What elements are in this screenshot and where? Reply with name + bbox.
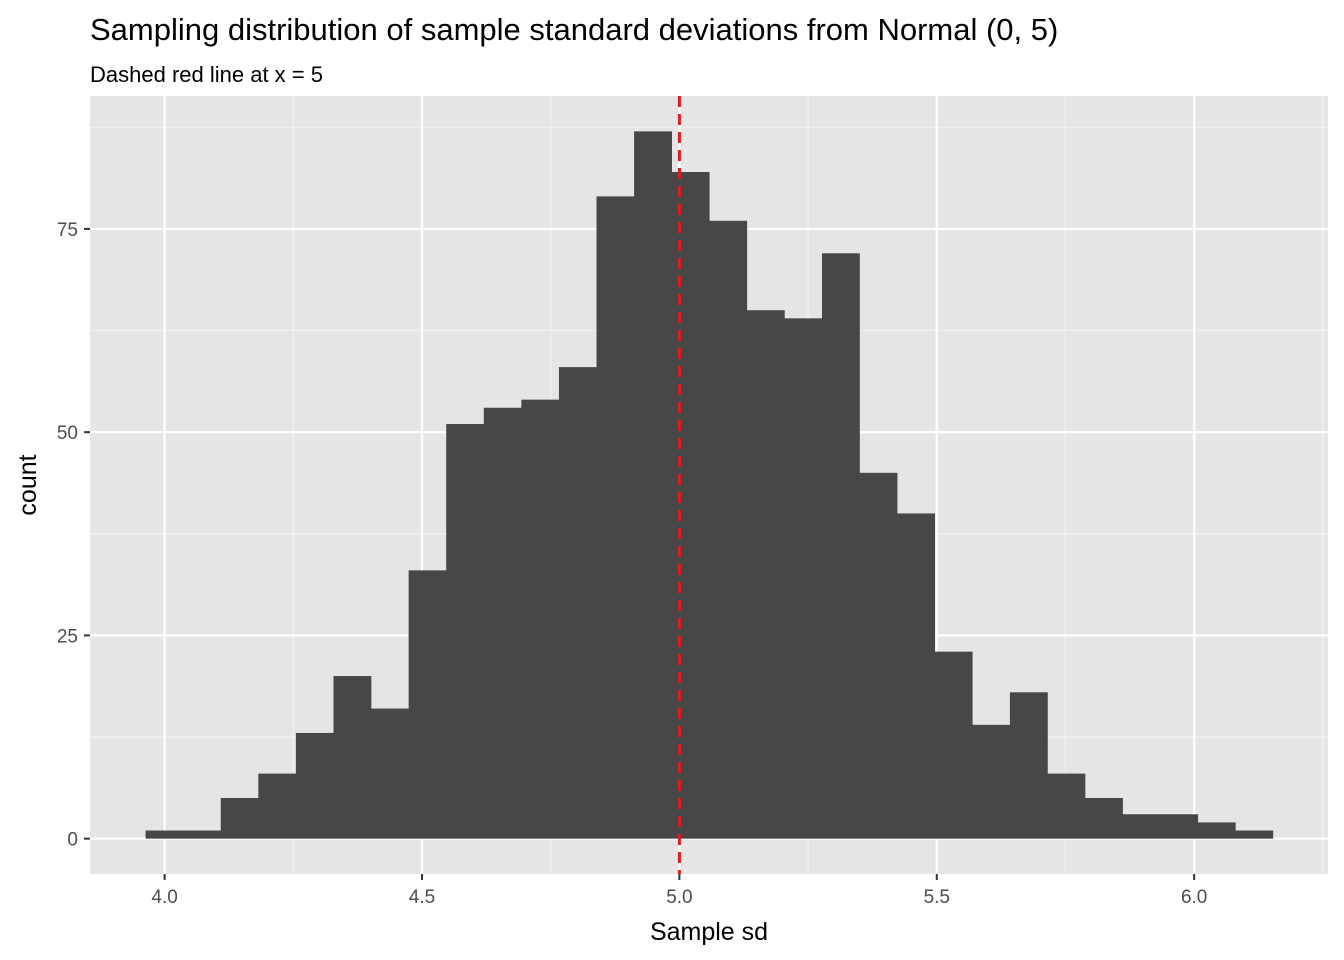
y-tick-label: 50 xyxy=(57,423,78,444)
histogram-bars xyxy=(145,131,1274,839)
histogram-bar xyxy=(634,131,672,839)
chart-title: Sampling distribution of sample standard… xyxy=(90,12,1058,47)
histogram-bar xyxy=(897,513,936,839)
y-axis: 0 25 50 75 xyxy=(57,220,90,851)
histogram-bar xyxy=(1197,822,1236,839)
y-tick-label: 0 xyxy=(67,830,78,851)
x-tick-label: 5.0 xyxy=(666,887,692,908)
histogram-bar xyxy=(934,651,973,839)
x-axis-title: Sample sd xyxy=(650,918,768,946)
histogram-bar xyxy=(558,367,597,839)
histogram-bar xyxy=(1122,814,1161,839)
chart-subtitle: Dashed red line at x = 5 xyxy=(90,62,323,87)
histogram-bar xyxy=(446,424,485,839)
histogram-bar xyxy=(709,220,748,839)
x-tick-label: 6.0 xyxy=(1181,887,1207,908)
histogram-bar xyxy=(1047,773,1086,839)
histogram-bar xyxy=(1085,797,1123,839)
histogram-bar xyxy=(1160,814,1199,839)
histogram-bar xyxy=(521,399,560,839)
histogram-bar xyxy=(859,472,898,839)
histogram-bar xyxy=(408,570,447,839)
histogram-bar xyxy=(972,724,1011,839)
histogram-bar xyxy=(746,310,785,839)
histogram-bar xyxy=(333,676,372,839)
y-axis-title: count xyxy=(14,454,42,515)
histogram-bar xyxy=(295,732,334,839)
histogram-bar xyxy=(1235,830,1274,839)
histogram-bar xyxy=(596,196,635,839)
histogram-bar xyxy=(483,407,522,839)
histogram-bar xyxy=(220,797,259,839)
y-tick-label: 75 xyxy=(57,220,78,241)
x-tick-label: 4.5 xyxy=(409,887,435,908)
histogram-bar xyxy=(183,830,222,839)
histogram-bar xyxy=(145,830,184,839)
histogram-bar xyxy=(784,318,823,839)
x-tick-label: 4.0 xyxy=(151,887,177,908)
histogram-bar xyxy=(1009,692,1048,839)
histogram-bar xyxy=(671,172,710,839)
histogram-bar xyxy=(258,773,297,839)
x-tick-label: 5.5 xyxy=(924,887,950,908)
x-axis: 4.0 4.5 5.0 5.5 6.0 xyxy=(151,874,1207,908)
y-tick-label: 25 xyxy=(57,626,78,647)
histogram-bar xyxy=(371,708,409,839)
histogram-bar xyxy=(821,253,860,839)
